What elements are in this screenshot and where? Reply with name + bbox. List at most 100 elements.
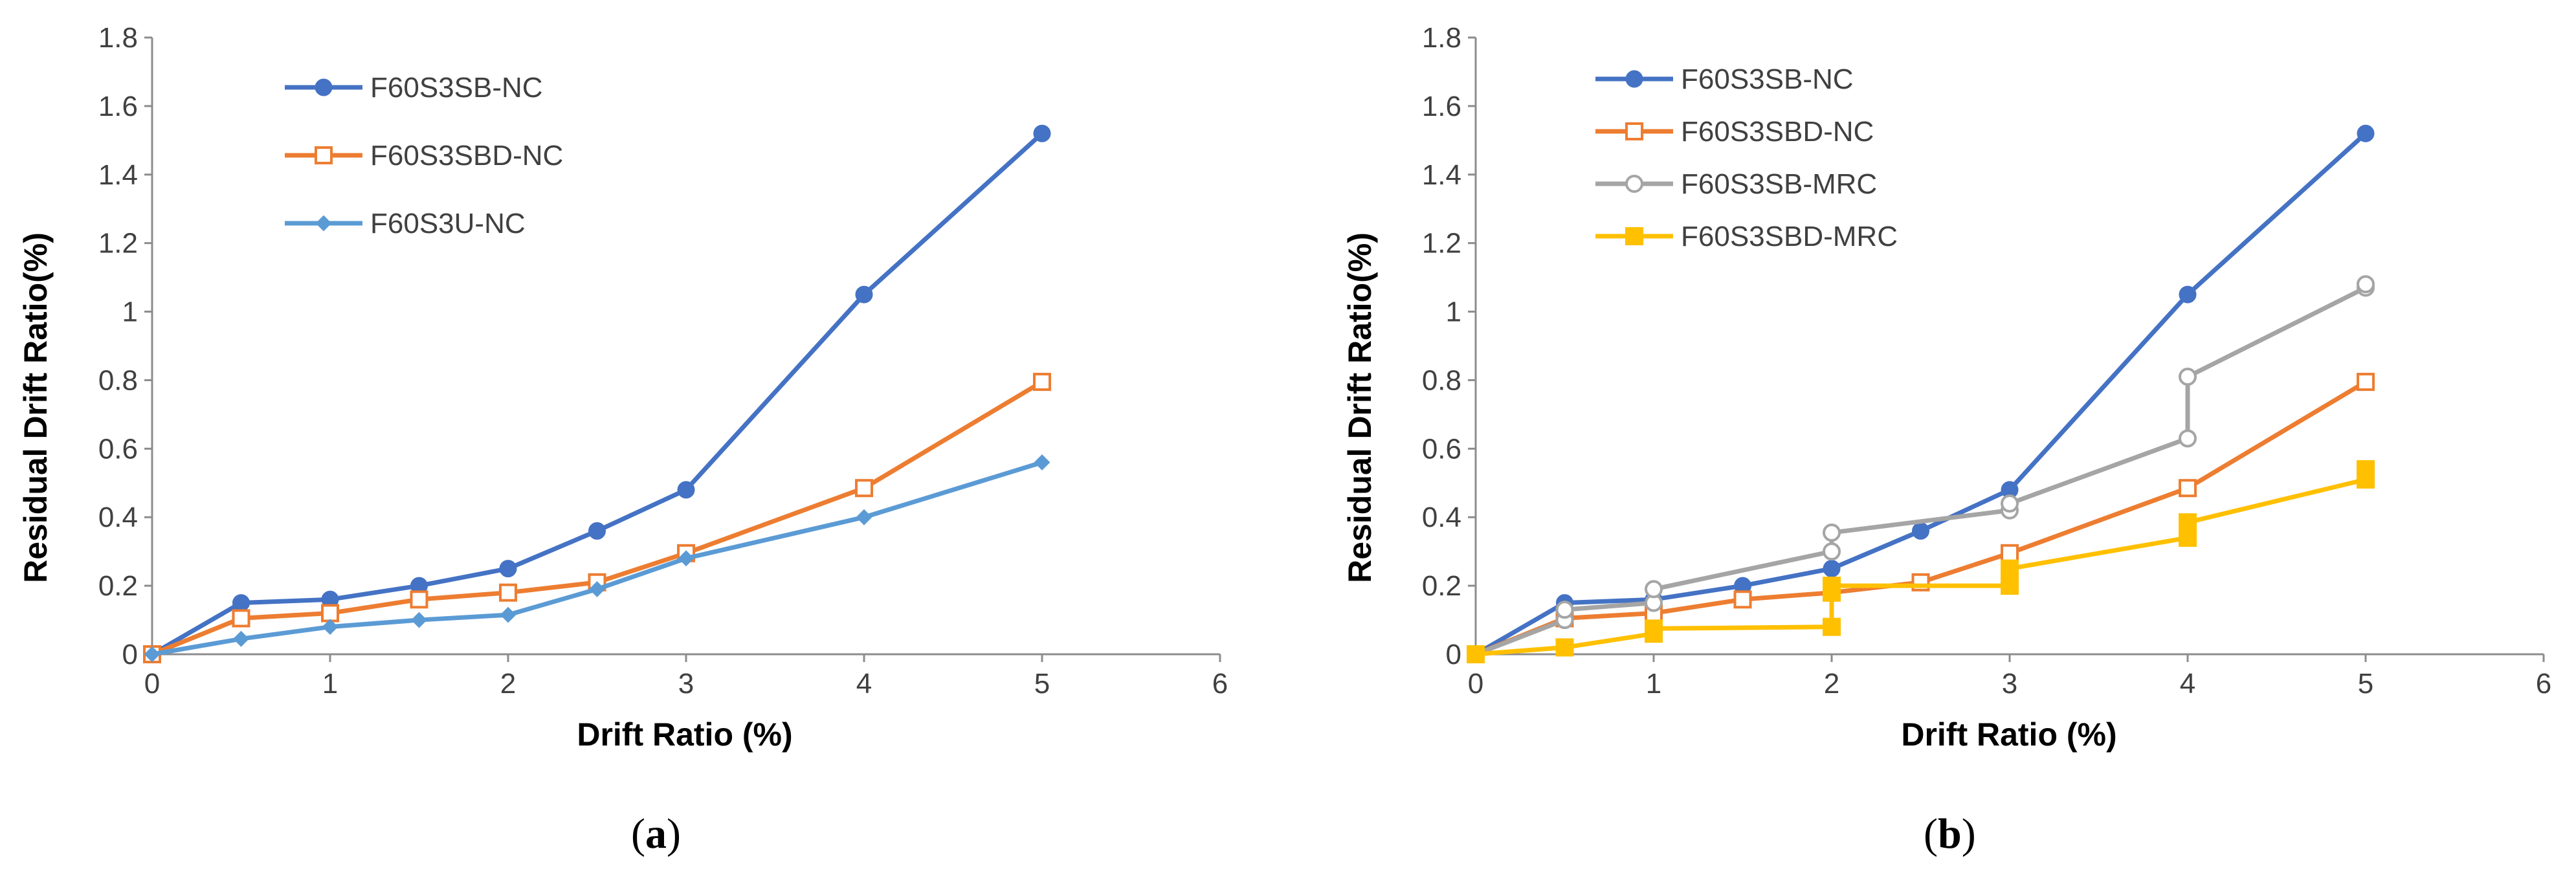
y-tick-label: 0 (1446, 639, 1461, 670)
data-point (1033, 124, 1051, 142)
y-tick-label: 1.6 (98, 91, 138, 122)
data-point (1823, 617, 1841, 636)
x-tick-label: 3 (678, 668, 694, 700)
caption-open-paren: ( (631, 810, 645, 857)
legend-entry: F60S3SB-MRC (1595, 168, 1877, 200)
legend-label: F60S3SB-NC (1681, 63, 1854, 95)
y-tick-label: 1.4 (98, 159, 138, 191)
caption-open-paren: ( (1924, 810, 1938, 857)
figure-caption: (b) (1924, 810, 1976, 857)
figure-caption: (a) (631, 810, 681, 857)
legend-entry: F60S3SBD-NC (1595, 116, 1874, 148)
y-tick-label: 0.6 (1422, 433, 1461, 465)
x-tick-label: 6 (1212, 668, 1228, 700)
data-point (2179, 285, 2197, 304)
data-point (2001, 559, 2019, 578)
legend-label: F60S3SBD-NC (1681, 116, 1874, 148)
legend-swatch-marker (1625, 122, 1643, 140)
x-tick-label: 3 (2002, 668, 2017, 700)
x-tick-label: 5 (1034, 668, 1050, 700)
data-point (1823, 577, 1841, 595)
data-point (499, 583, 517, 602)
data-point (2357, 373, 2375, 392)
y-tick-label: 0.8 (1422, 364, 1461, 396)
data-point (2001, 494, 2019, 513)
x-tick-label: 2 (500, 668, 516, 700)
data-point (2179, 479, 2197, 498)
data-point (2001, 544, 2019, 562)
data-point (1823, 542, 1841, 561)
x-tick-label: 0 (144, 668, 160, 700)
y-tick-label: 0.8 (98, 364, 138, 396)
data-point (2179, 368, 2197, 386)
y-tick-label: 0.4 (98, 502, 138, 533)
data-point (1645, 580, 1663, 599)
y-axis-title: Residual Drift Ratio(%) (17, 232, 54, 583)
data-point (1912, 522, 1929, 540)
y-tick-label: 0.4 (1422, 502, 1461, 533)
x-tick-label: 4 (856, 668, 872, 700)
data-point (322, 619, 339, 635)
x-axis-title: Drift Ratio (%) (1901, 716, 2116, 753)
data-point (856, 509, 872, 525)
y-tick-label: 1.8 (98, 22, 138, 54)
data-point (232, 594, 250, 612)
data-point (1733, 590, 1752, 609)
y-tick-label: 1.8 (1422, 22, 1461, 54)
data-point (500, 606, 516, 623)
data-point (677, 481, 695, 499)
data-point (589, 580, 605, 597)
data-point (2179, 528, 2197, 547)
y-tick-label: 1.6 (1422, 91, 1461, 122)
x-tick-label: 0 (1468, 668, 1483, 700)
y-tick-label: 0.2 (1422, 570, 1461, 602)
data-point (855, 479, 873, 498)
x-tick-label: 1 (322, 668, 338, 700)
data-point (678, 550, 694, 567)
data-point (1555, 638, 1574, 657)
data-point (1823, 560, 1841, 578)
legend-entry: F60S3SBD-MRC (1595, 221, 1898, 252)
chart-a: 0 0.2 0.4 0.6 0.8 1 1.2 1.4 1.6 1.8 0 1 2 3 4 5 6 F60S3S… (17, 22, 1228, 857)
legend-entry: F60S3U-NC (285, 208, 526, 239)
caption-close-paren: ) (1962, 810, 1976, 857)
data-point (1467, 645, 1485, 663)
legend-label: F60S3SBD-NC (370, 140, 563, 171)
caption-letter: b (1938, 810, 1962, 857)
caption-letter: a (645, 810, 667, 857)
data-point (411, 612, 427, 628)
legend-label: F60S3U-NC (370, 208, 526, 239)
data-point (2357, 275, 2375, 294)
x-tick-label: 6 (2536, 668, 2551, 700)
legend-swatch-marker (1625, 175, 1643, 193)
y-axis-title: Residual Drift Ratio(%) (1342, 232, 1378, 583)
data-point (144, 646, 161, 663)
x-tick-label: 1 (1646, 668, 1661, 700)
series-F60S3U-NC (144, 454, 1050, 663)
data-point (1034, 454, 1050, 470)
data-point (1823, 524, 1841, 542)
legend-swatch-marker (1625, 70, 1643, 88)
y-tick-label: 1 (122, 296, 138, 328)
data-point (321, 604, 339, 623)
data-point (233, 630, 249, 647)
data-point (499, 560, 517, 578)
legend-label: F60S3SB-NC (370, 72, 543, 104)
y-tick-label: 1.4 (1422, 159, 1461, 191)
y-tick-label: 1.2 (1422, 228, 1461, 260)
series-F60S3SB-MRC (1467, 275, 2375, 663)
data-point (1555, 601, 1574, 619)
x-axis-title: Drift Ratio (%) (577, 716, 792, 753)
data-point (410, 590, 428, 609)
legend-swatch-marker (1625, 227, 1643, 245)
data-point (232, 609, 250, 628)
data-point (855, 285, 873, 304)
data-point (2357, 460, 2375, 479)
legend-swatch-marker (315, 146, 333, 164)
series-F60S3SBD-MRC (1467, 460, 2375, 663)
data-point (2001, 577, 2019, 595)
caption-close-paren: ) (667, 810, 681, 857)
x-tick-label: 2 (1824, 668, 1839, 700)
legend-swatch-marker (315, 215, 332, 232)
